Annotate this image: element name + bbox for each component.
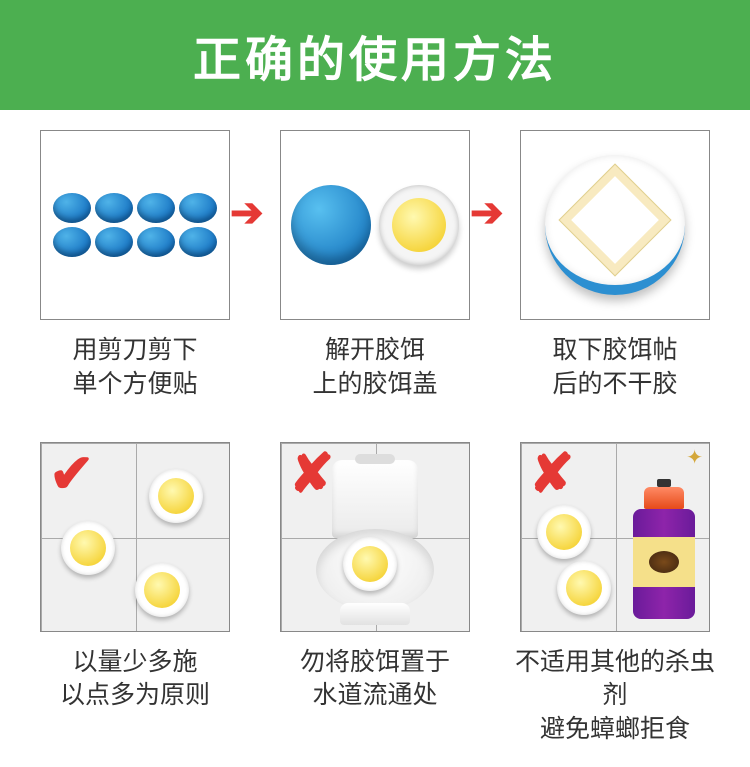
bait-cap-icon bbox=[179, 227, 217, 257]
tip-2: ✘ 勿将胶饵置于 水道流通处 bbox=[265, 442, 485, 747]
caption-line: 不适用其他的杀虫剂 bbox=[515, 648, 715, 710]
cap-and-gel bbox=[291, 185, 459, 265]
bait-cap-icon bbox=[95, 227, 133, 257]
caption-line: 用剪刀剪下 bbox=[72, 336, 197, 364]
bug-icon bbox=[649, 551, 679, 573]
bait-cap-icon bbox=[291, 185, 371, 265]
tips-row: ✔ 以量少多施 以点多为原则 ✘ 勿将胶饵置于 水道流通处 ✘ bbox=[0, 422, 750, 767]
bait-cap-icon bbox=[53, 227, 91, 257]
check-icon: ✔ bbox=[49, 447, 94, 501]
title-text: 正确的使用方法 bbox=[193, 34, 557, 87]
spray-can-icon bbox=[633, 479, 695, 621]
caption-line: 后的不干胶 bbox=[552, 370, 677, 398]
gel-dot-icon bbox=[343, 537, 397, 591]
gel-dot-icon bbox=[557, 561, 611, 615]
page-title: 正确的使用方法 bbox=[0, 0, 750, 110]
step-3-image bbox=[520, 130, 710, 320]
open-gel-icon bbox=[379, 185, 459, 265]
caption-line: 勿将胶饵置于 bbox=[300, 648, 450, 676]
tip-3-caption: 不适用其他的杀虫剂 避免蟑螂拒食 bbox=[505, 646, 725, 747]
bait-cap-icon bbox=[95, 193, 133, 223]
steps-row: ➔ ➔ 用剪刀剪下 单个方便贴 bbox=[0, 110, 750, 422]
step-2-caption: 解开胶饵 上的胶饵盖 bbox=[312, 334, 437, 402]
sparkle-icon: ✦ bbox=[686, 445, 703, 470]
adhesive-back-icon bbox=[545, 155, 685, 295]
step-3-caption: 取下胶饵帖 后的不干胶 bbox=[552, 334, 677, 402]
caption-line: 取下胶饵帖 bbox=[552, 336, 677, 364]
caption-line: 解开胶饵 bbox=[325, 336, 425, 364]
bait-cap-icon bbox=[137, 193, 175, 223]
adhesive-patch-icon bbox=[558, 163, 671, 276]
step-2: 解开胶饵 上的胶饵盖 bbox=[265, 130, 485, 402]
arrow-icon: ➔ bbox=[230, 190, 264, 236]
tip-1-image: ✔ bbox=[40, 442, 230, 632]
caption-line: 以量少多施 bbox=[72, 648, 197, 676]
cross-icon: ✘ bbox=[529, 447, 574, 501]
tip-3-image: ✘ ✦ bbox=[520, 442, 710, 632]
tip-3: ✘ ✦ 不适用其他的杀虫剂 避免蟑螂拒食 bbox=[505, 442, 725, 747]
step-1: 用剪刀剪下 单个方便贴 bbox=[25, 130, 245, 402]
step-1-image bbox=[40, 130, 230, 320]
step-3: 取下胶饵帖 后的不干胶 bbox=[505, 130, 725, 402]
caption-line: 以点多为原则 bbox=[60, 681, 210, 709]
caption-line: 水道流通处 bbox=[312, 681, 437, 709]
tip-1-caption: 以量少多施 以点多为原则 bbox=[60, 646, 210, 714]
bait-cap-icon bbox=[179, 193, 217, 223]
caption-line: 上的胶饵盖 bbox=[312, 370, 437, 398]
tip-2-caption: 勿将胶饵置于 水道流通处 bbox=[300, 646, 450, 714]
gel-dot-icon bbox=[135, 563, 189, 617]
gel-dot-icon bbox=[61, 521, 115, 575]
tip-2-image: ✘ bbox=[280, 442, 470, 632]
tip-1: ✔ 以量少多施 以点多为原则 bbox=[25, 442, 245, 747]
bait-cap-icon bbox=[137, 227, 175, 257]
bait-caps-grid bbox=[45, 185, 225, 265]
step-1-caption: 用剪刀剪下 单个方便贴 bbox=[72, 334, 197, 402]
step-2-image bbox=[280, 130, 470, 320]
bait-cap-icon bbox=[53, 193, 91, 223]
gel-dot-icon bbox=[149, 469, 203, 523]
caption-line: 避免蟑螂拒食 bbox=[540, 715, 690, 743]
gel-dot-icon bbox=[537, 505, 591, 559]
arrow-icon: ➔ bbox=[470, 190, 504, 236]
caption-line: 单个方便贴 bbox=[72, 370, 197, 398]
